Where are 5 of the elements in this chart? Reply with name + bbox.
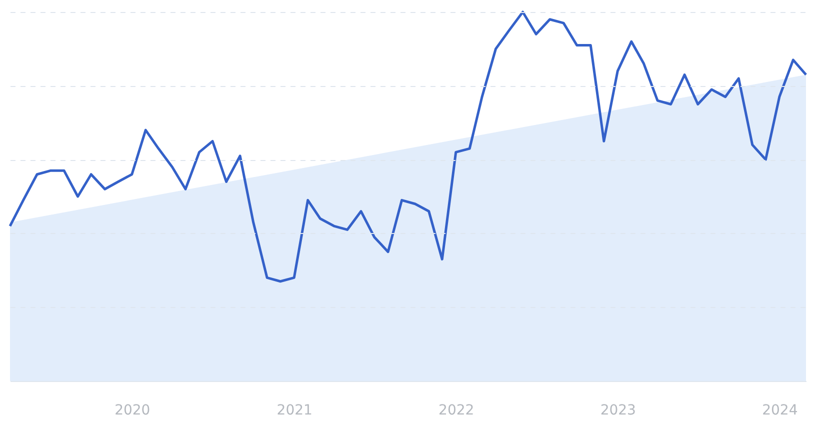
x-tick-label: 2023 xyxy=(600,402,636,418)
x-tick-label: 2024 xyxy=(762,402,798,418)
x-tick-label: 2020 xyxy=(114,402,150,418)
x-tick-label: 2021 xyxy=(276,402,312,418)
x-tick-label: 2022 xyxy=(438,402,474,418)
